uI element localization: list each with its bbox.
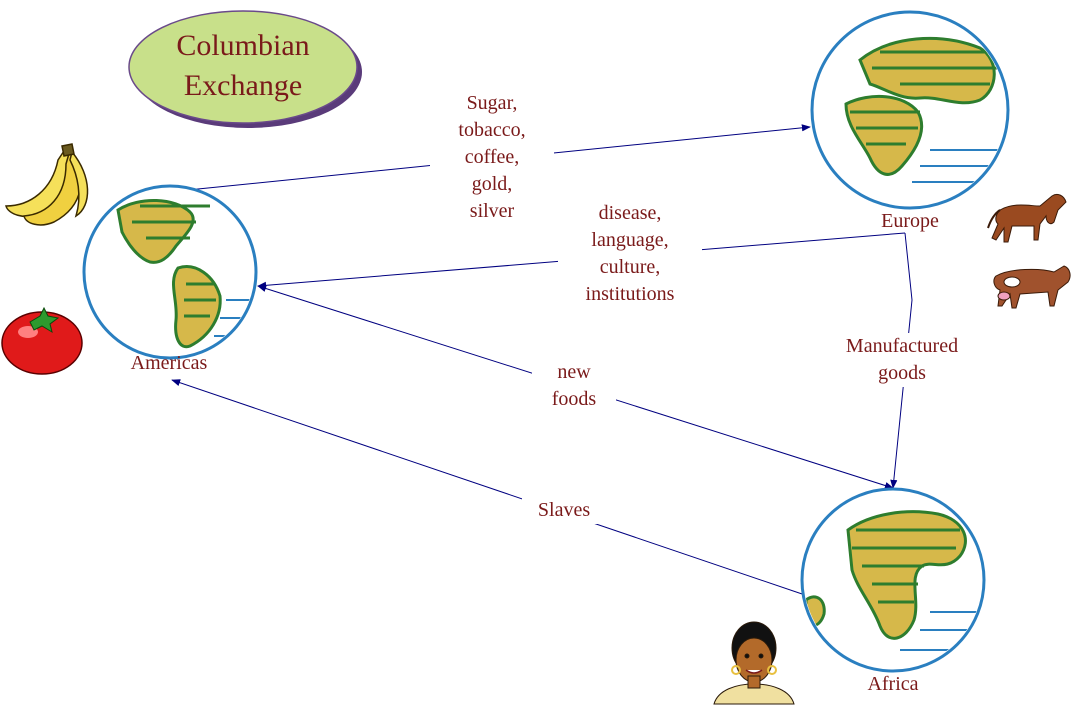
title-badge: [128, 10, 362, 128]
arrow-africa-to-americas: [171, 379, 809, 597]
cow-icon: [993, 265, 1071, 309]
flow-label-slaves: Slaves: [522, 497, 606, 524]
horse-icon: [987, 193, 1067, 243]
americas-globe-icon: [82, 184, 258, 360]
woman-icon: [713, 621, 795, 705]
europe-globe-icon: [810, 10, 1010, 210]
flow-label-manufactured-goods: Manufactured goods: [826, 333, 978, 387]
flow-label-europe-to-americas: disease, language, culture, institutions: [558, 200, 702, 308]
tomato-icon: [1, 306, 83, 375]
africa-globe-icon: [800, 487, 986, 673]
arrow-europe-to-africa: [890, 232, 913, 489]
flow-label-americas-to-europe: Sugar, tobacco, coffee, gold, silver: [430, 90, 554, 225]
banana-icon: [5, 143, 89, 226]
region-label-americas: Americas: [130, 352, 208, 374]
region-label-europe: Europe: [881, 210, 939, 232]
diagram-title: Columbian Exchange: [176, 29, 310, 102]
region-label-africa: Africa: [867, 673, 919, 695]
flow-label-new-foods: new foods: [532, 359, 616, 413]
